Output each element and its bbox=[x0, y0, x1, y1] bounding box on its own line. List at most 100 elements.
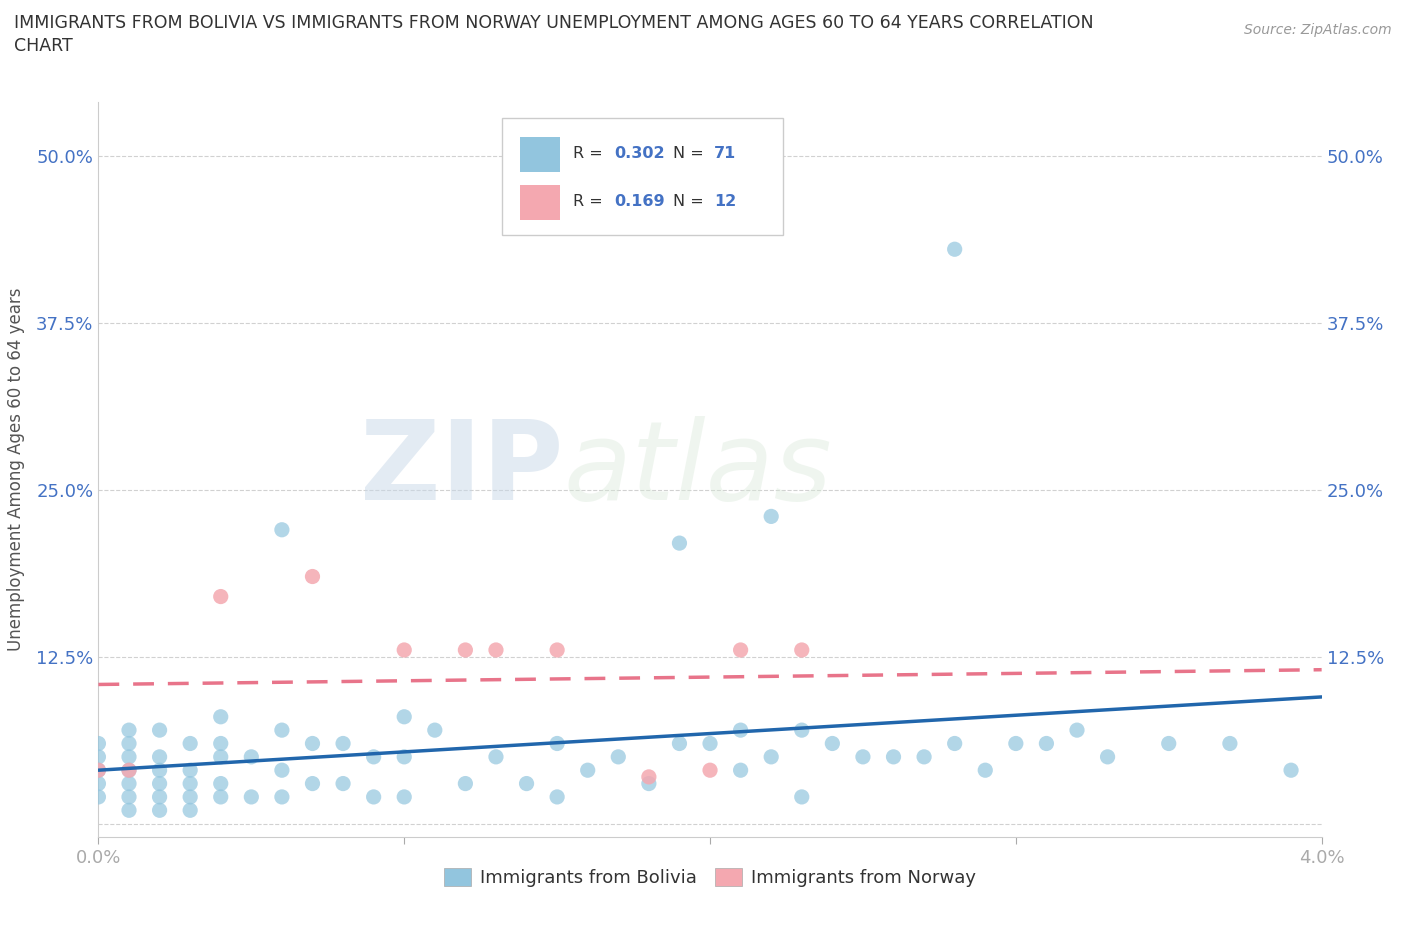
Point bbox=[730, 643, 752, 658]
FancyBboxPatch shape bbox=[502, 118, 783, 234]
Y-axis label: Unemployment Among Ages 60 to 64 years: Unemployment Among Ages 60 to 64 years bbox=[7, 288, 25, 651]
Point bbox=[87, 763, 110, 777]
Point bbox=[607, 750, 630, 764]
Point bbox=[270, 523, 294, 538]
Point bbox=[883, 750, 905, 764]
Point bbox=[759, 509, 782, 524]
Point bbox=[576, 763, 599, 777]
Point bbox=[332, 777, 354, 791]
Point bbox=[790, 790, 813, 804]
Point bbox=[270, 723, 294, 737]
Point bbox=[118, 790, 141, 804]
Point bbox=[454, 643, 477, 658]
Point bbox=[179, 777, 201, 791]
Point bbox=[454, 777, 477, 791]
Point bbox=[118, 736, 141, 751]
Point bbox=[546, 643, 568, 658]
Point bbox=[852, 750, 875, 764]
Point bbox=[209, 777, 232, 791]
Point bbox=[637, 769, 661, 784]
Point bbox=[209, 790, 232, 804]
Text: R =: R = bbox=[574, 194, 607, 209]
Point bbox=[149, 723, 172, 737]
FancyBboxPatch shape bbox=[520, 137, 560, 172]
Point bbox=[332, 736, 354, 751]
Point bbox=[270, 790, 294, 804]
Point bbox=[1279, 763, 1302, 777]
Point bbox=[363, 790, 385, 804]
Point bbox=[179, 803, 201, 817]
Text: N =: N = bbox=[673, 146, 709, 161]
Point bbox=[546, 790, 568, 804]
Text: Source: ZipAtlas.com: Source: ZipAtlas.com bbox=[1244, 23, 1392, 37]
Point bbox=[699, 736, 721, 751]
Point bbox=[699, 763, 721, 777]
Point bbox=[149, 803, 172, 817]
Point bbox=[209, 736, 232, 751]
Point bbox=[149, 777, 172, 791]
Point bbox=[1004, 736, 1026, 751]
Point bbox=[1097, 750, 1119, 764]
Point bbox=[1219, 736, 1241, 751]
Point bbox=[546, 736, 568, 751]
Point bbox=[87, 736, 110, 751]
Text: N =: N = bbox=[673, 194, 709, 209]
Point bbox=[1066, 723, 1088, 737]
Point bbox=[240, 790, 263, 804]
Point bbox=[1035, 736, 1057, 751]
Text: 0.169: 0.169 bbox=[614, 194, 665, 209]
Point bbox=[363, 750, 385, 764]
Point bbox=[209, 750, 232, 764]
Point bbox=[423, 723, 446, 737]
Point bbox=[301, 777, 323, 791]
Point bbox=[1157, 736, 1180, 751]
Point bbox=[240, 750, 263, 764]
Point bbox=[118, 750, 141, 764]
Text: IMMIGRANTS FROM BOLIVIA VS IMMIGRANTS FROM NORWAY UNEMPLOYMENT AMONG AGES 60 TO : IMMIGRANTS FROM BOLIVIA VS IMMIGRANTS FR… bbox=[14, 14, 1094, 32]
Point bbox=[87, 763, 110, 777]
Point bbox=[637, 777, 661, 791]
Point bbox=[149, 750, 172, 764]
Point bbox=[668, 536, 690, 551]
Point bbox=[485, 750, 508, 764]
Text: CHART: CHART bbox=[14, 37, 73, 55]
Legend: Immigrants from Bolivia, Immigrants from Norway: Immigrants from Bolivia, Immigrants from… bbox=[437, 860, 983, 894]
Point bbox=[87, 790, 110, 804]
Point bbox=[943, 242, 966, 257]
Text: 71: 71 bbox=[714, 146, 735, 161]
Text: ZIP: ZIP bbox=[360, 416, 564, 524]
Point bbox=[730, 723, 752, 737]
Point bbox=[912, 750, 935, 764]
Point bbox=[943, 736, 966, 751]
Point bbox=[209, 710, 232, 724]
Point bbox=[118, 803, 141, 817]
FancyBboxPatch shape bbox=[520, 184, 560, 219]
Point bbox=[301, 569, 323, 584]
Point bbox=[759, 750, 782, 764]
Point bbox=[87, 777, 110, 791]
Text: 0.302: 0.302 bbox=[614, 146, 665, 161]
Text: 12: 12 bbox=[714, 194, 735, 209]
Point bbox=[87, 750, 110, 764]
Point bbox=[392, 790, 416, 804]
Point bbox=[485, 643, 508, 658]
Point bbox=[179, 790, 201, 804]
Point bbox=[392, 643, 416, 658]
Point bbox=[209, 589, 232, 604]
Point bbox=[118, 723, 141, 737]
Point bbox=[790, 643, 813, 658]
Point bbox=[118, 777, 141, 791]
Point bbox=[301, 736, 323, 751]
Point bbox=[821, 736, 844, 751]
Point bbox=[668, 736, 690, 751]
Text: atlas: atlas bbox=[564, 416, 832, 524]
Point bbox=[149, 763, 172, 777]
Point bbox=[270, 763, 294, 777]
Point bbox=[179, 763, 201, 777]
Point bbox=[149, 790, 172, 804]
Point bbox=[974, 763, 997, 777]
Point bbox=[392, 710, 416, 724]
Point bbox=[392, 750, 416, 764]
Point bbox=[179, 736, 201, 751]
Point bbox=[118, 763, 141, 777]
